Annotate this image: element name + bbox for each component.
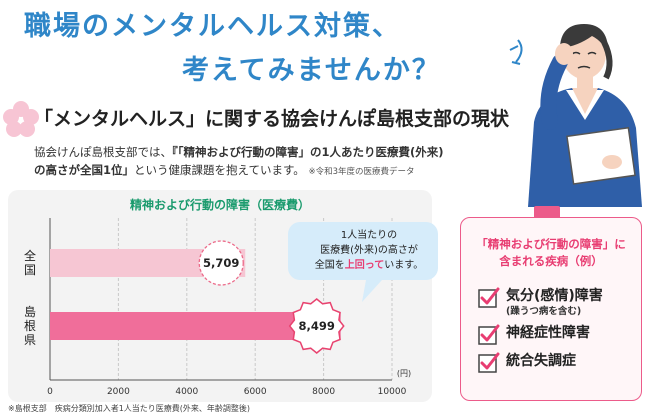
- disease-item-text: 気分(感情)障害 (躁うつ病を含む): [506, 287, 603, 318]
- description-note: ※令和3年度の医療費データ: [308, 167, 415, 177]
- disease-examples-title: 「精神および行動の障害」に 含まれる疾病（例）: [461, 236, 641, 270]
- worried-person-illustration: [509, 24, 642, 207]
- disease-item: 統合失調症: [478, 352, 576, 373]
- description: 協会けんぽ島根支部では、『「精神および行動の障害」の1人あたり医療費(外来) の…: [34, 143, 444, 181]
- disease-examples-title-line2: 含まれる疾病（例）: [499, 254, 603, 268]
- description-line2-post: という健康課題を抱えています。: [134, 163, 305, 177]
- flower-icon: [3, 101, 39, 137]
- checkbox-checked-icon: [478, 352, 500, 373]
- disease-examples-panel: 「精神および行動の障害」に 含まれる疾病（例）: [460, 217, 642, 401]
- disease-item-label: 神経症性障害: [506, 325, 590, 341]
- headline-line1: 職場のメンタルヘルス対策、: [24, 11, 401, 42]
- description-line2-bold: の高さが全国1位」: [34, 163, 135, 177]
- disease-item-sub: (躁うつ病を含む): [506, 306, 582, 317]
- description-line1-bold: 『「精神および行動の障害」の1人あたり医療費(外来): [172, 145, 444, 159]
- disease-item: 気分(感情)障害 (躁うつ病を含む): [478, 287, 603, 318]
- chart-panel: 精神および行動の障害（医療費）: [8, 190, 432, 402]
- headline-line2: 考えてみませんか？: [182, 55, 441, 86]
- disease-item-text: 神経症性障害: [506, 324, 590, 342]
- chart-title: 精神および行動の障害（医療費）: [129, 198, 310, 212]
- disease-item-label: 気分(感情)障害: [506, 288, 603, 304]
- disease-item-text: 統合失調症: [506, 352, 576, 370]
- checkbox-checked-icon: [478, 324, 500, 345]
- description-line1-pre: 協会けんぽ島根支部では、: [34, 145, 172, 159]
- checkbox-checked-icon: [478, 287, 500, 308]
- footer-note: ※島根支部 疾病分類別加入者1人当たり医療費(外来、年齢調整後): [8, 404, 251, 413]
- disease-item: 神経症性障害: [478, 324, 590, 345]
- disease-item-label: 統合失調症: [506, 353, 576, 369]
- disease-examples-title-line1: 「精神および行動の障害」に: [476, 237, 626, 251]
- section-title: 「メンタルヘルス」に関する協会けんぽ島根支部の現状: [34, 108, 510, 130]
